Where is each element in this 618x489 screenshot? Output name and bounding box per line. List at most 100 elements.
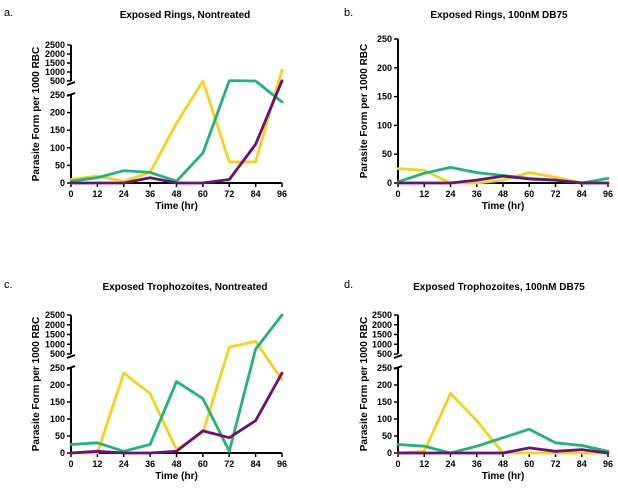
y-tick-label: 250 [377,363,392,373]
y-tick-label: 500 [50,349,65,359]
x-tick-label: 36 [145,459,155,469]
y-tick-label: 150 [377,92,392,102]
y-tick-label: 50 [382,431,392,441]
x-tick-label: 12 [419,189,429,199]
y-axis-label: Parasite Form per 1000 RBC [31,47,42,182]
x-tick-label: 84 [577,189,587,199]
chart-title: Exposed Trophozoites, 100nM DB75 [413,282,585,293]
y-tick-label: 50 [382,149,392,159]
y-tick-label: 200 [377,380,392,390]
y-tick-label: 50 [55,431,65,441]
x-tick-label: 48 [498,189,508,199]
y-tick-label: 500 [50,76,65,86]
y-tick-label: 0 [387,178,392,188]
y-tick-label: 50 [55,160,65,170]
x-tick-label: 0 [395,189,400,199]
panel-label: d. [344,279,353,291]
y-tick-label: 100 [50,143,65,153]
y-tick-label: 2000 [45,320,65,330]
panel-label: b. [344,7,353,19]
y-tick-label: 150 [377,397,392,407]
x-tick-label: 12 [419,459,429,469]
x-tick-label: 48 [171,459,181,469]
series-line-purple [396,174,610,185]
series-line-purple [69,371,284,455]
x-tick-label: 72 [550,189,560,199]
y-tick-label: 2000 [372,320,392,330]
y-tick-label: 250 [377,34,392,44]
series-line-purple [69,79,284,185]
y-tick-label: 250 [50,90,65,100]
y-tick-label: 1000 [45,67,65,77]
x-tick-label: 36 [145,189,155,199]
y-tick-label: 200 [377,63,392,73]
y-tick-label: 2000 [45,49,65,59]
x-tick-label: 48 [171,189,181,199]
panel-label: c. [4,279,13,291]
x-tick-label: 36 [472,459,482,469]
x-tick-label: 84 [251,189,261,199]
x-tick-label: 0 [68,459,73,469]
x-tick-label: 60 [524,459,534,469]
chart-panel: c. Exposed Trophozoites, Nontreated 0 50 100… [4,279,287,482]
x-tick-label: 96 [603,189,613,199]
y-tick-label: 0 [60,448,65,458]
y-tick-label: 150 [50,397,65,407]
x-tick-label: 12 [92,189,102,199]
series-line-green [69,79,284,183]
y-axis-label: Parasite Form per 1000 RBC [359,317,370,452]
y-tick-label: 1000 [45,339,65,349]
y-tick-label: 0 [60,178,65,188]
y-axis-label: Parasite Form per 1000 RBC [359,44,370,179]
y-tick-label: 2500 [45,310,65,320]
y-axis-label: Parasite Form per 1000 RBC [31,317,42,452]
x-tick-label: 0 [395,459,400,469]
axis-break-mark [393,354,403,370]
y-tick-label: 2500 [372,310,392,320]
x-axis-label: Time (hr) [155,471,198,482]
series-line-yellow [69,68,284,183]
x-tick-label: 24 [445,459,455,469]
axis-break-mark [66,81,76,97]
x-tick-label: 96 [277,459,287,469]
x-tick-label: 96 [277,189,287,199]
x-axis-label: Time (hr) [155,201,198,212]
y-tick-label: 100 [377,414,392,424]
x-tick-label: 84 [577,459,587,469]
y-tick-label: 500 [377,349,392,359]
x-axis-label: Time (hr) [482,471,525,482]
chart-title: Exposed Rings, 100nM DB75 [430,10,568,21]
x-tick-label: 60 [524,189,534,199]
series-line-purple [396,446,610,455]
y-tick-label: 100 [50,414,65,424]
x-tick-label: 72 [224,459,234,469]
chart-title: Exposed Trophozoites, Nontreated [102,282,267,293]
y-tick-label: 0 [387,448,392,458]
y-tick-label: 1000 [372,339,392,349]
x-tick-label: 84 [251,459,261,469]
x-tick-label: 48 [498,459,508,469]
x-tick-label: 24 [119,189,129,199]
y-tick-label: 200 [50,108,65,118]
x-tick-label: 72 [550,459,560,469]
y-tick-label: 100 [377,120,392,130]
axis-break-mark [66,354,76,370]
x-tick-label: 60 [198,189,208,199]
x-tick-label: 24 [119,459,129,469]
panel-label: a. [4,7,13,19]
x-tick-label: 72 [224,189,234,199]
y-tick-label: 250 [50,363,65,373]
x-tick-label: 60 [198,459,208,469]
chart-panel: d. Exposed Trophozoites, 100nM DB75 0 50 100… [344,279,613,482]
x-tick-label: 24 [445,189,455,199]
chart-title: Exposed Rings, Nontreated [120,10,251,21]
y-tick-label: 200 [50,380,65,390]
series-line-green [396,427,610,455]
y-tick-label: 1500 [45,58,65,68]
x-tick-label: 12 [92,459,102,469]
series-line-yellow [69,339,284,455]
y-tick-label: 1500 [372,330,392,340]
x-tick-label: 36 [472,189,482,199]
y-tick-label: 150 [50,125,65,135]
